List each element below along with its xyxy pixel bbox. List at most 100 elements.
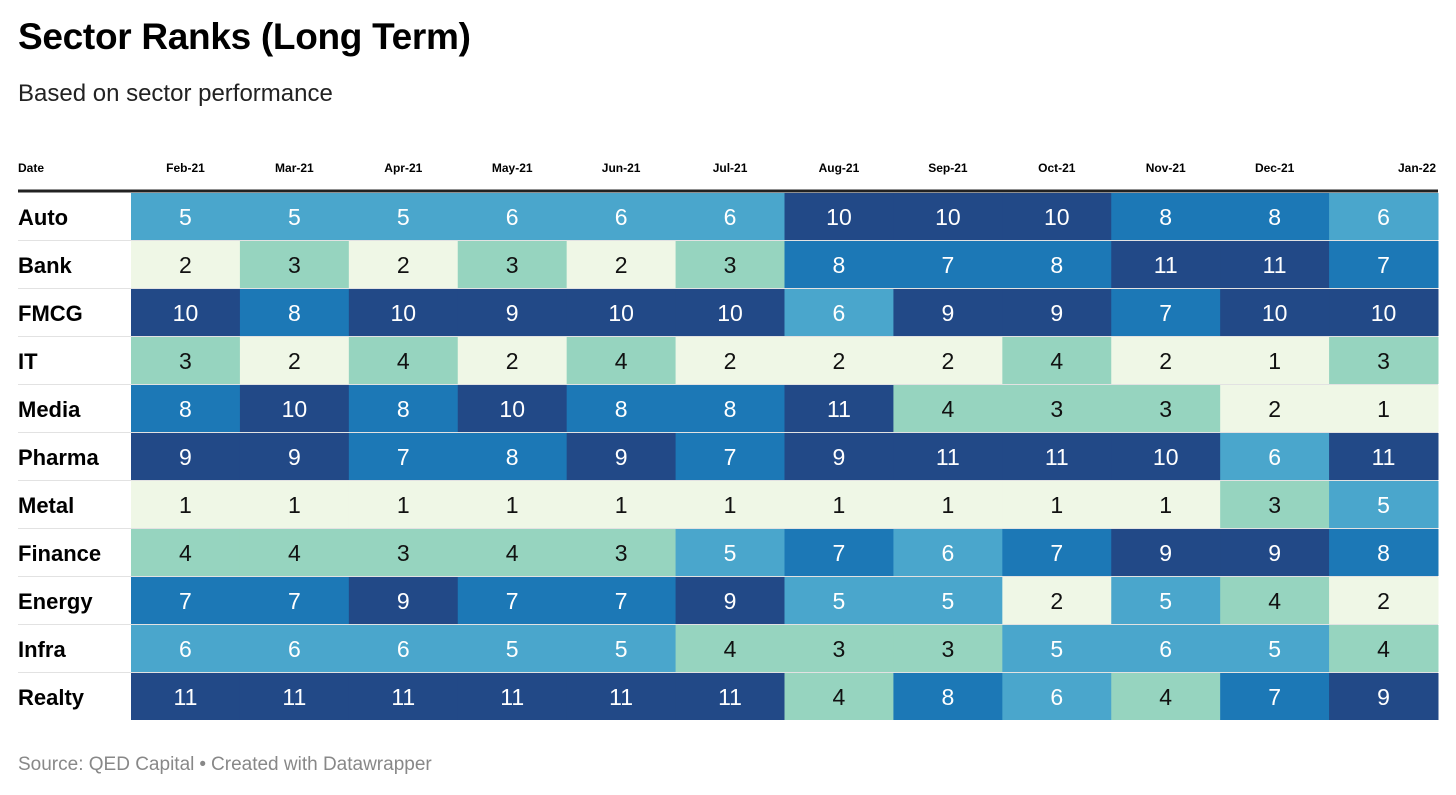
row-label: Energy xyxy=(18,589,93,614)
heatmap-cell xyxy=(1220,481,1330,528)
cell-value: 9 xyxy=(615,444,628,470)
heatmap-cell xyxy=(131,241,241,288)
cell-value: 5 xyxy=(1050,636,1063,662)
heatmap-cell xyxy=(784,193,894,240)
heatmap-cell xyxy=(566,385,677,432)
heatmap-cell xyxy=(348,673,459,720)
heatmap-cell xyxy=(457,433,568,480)
cell-value: 4 xyxy=(615,348,628,374)
heatmap-cell xyxy=(131,625,241,672)
cell-value: 1 xyxy=(397,492,410,518)
cell-value: 8 xyxy=(1268,204,1281,230)
cell-value: 5 xyxy=(397,204,410,230)
row-divider xyxy=(18,480,1438,481)
heatmap-cell xyxy=(566,241,677,288)
heatmap-cell xyxy=(1111,625,1221,672)
cell-value: 3 xyxy=(1268,492,1281,518)
heatmap-cell xyxy=(1220,337,1330,384)
heatmap-cell xyxy=(675,481,785,528)
cell-value: 11 xyxy=(391,684,415,710)
heatmap-cell xyxy=(348,337,459,384)
heatmap-cell xyxy=(131,577,241,624)
heatmap-cell xyxy=(239,577,350,624)
heatmap-cell xyxy=(1111,481,1221,528)
cell-value: 1 xyxy=(1377,396,1390,422)
heatmap-cell xyxy=(131,433,241,480)
cell-value: 11 xyxy=(1045,444,1069,470)
heatmap-cell xyxy=(457,625,568,672)
cell-value: 9 xyxy=(941,300,954,326)
heatmap-cell xyxy=(348,241,459,288)
heatmap-cell xyxy=(1329,673,1439,720)
header-rule xyxy=(18,189,1438,193)
cell-value: 6 xyxy=(615,204,628,230)
heatmap-cell xyxy=(239,385,350,432)
cell-value: 1 xyxy=(1268,348,1281,374)
cell-value: 3 xyxy=(724,252,737,278)
heatmap-cell xyxy=(1329,241,1439,288)
column-header: Feb-21 xyxy=(166,161,205,175)
cell-value: 5 xyxy=(179,204,192,230)
cell-value: 8 xyxy=(1377,540,1390,566)
cell-value: 8 xyxy=(506,444,519,470)
heatmap-cell xyxy=(131,385,241,432)
cell-value: 2 xyxy=(1159,348,1172,374)
cell-value: 4 xyxy=(506,540,519,566)
cell-value: 7 xyxy=(1377,252,1390,278)
heatmap-cell xyxy=(784,625,894,672)
heatmap-cell xyxy=(1111,385,1221,432)
cell-value: 6 xyxy=(506,204,519,230)
cell-value: 7 xyxy=(179,588,192,614)
heatmap-cell xyxy=(131,193,241,240)
row-divider xyxy=(18,384,1438,385)
heatmap-cell xyxy=(1111,241,1221,288)
heatmap-cell xyxy=(457,481,568,528)
cell-value: 4 xyxy=(1377,636,1390,662)
row-divider xyxy=(18,240,1438,241)
cell-value: 2 xyxy=(1050,588,1063,614)
cell-value: 7 xyxy=(941,252,954,278)
cell-value: 1 xyxy=(724,492,737,518)
cell-value: 4 xyxy=(179,540,192,566)
heatmap-cell xyxy=(893,289,1003,336)
column-header: Nov-21 xyxy=(1146,161,1186,175)
cell-value: 6 xyxy=(1159,636,1172,662)
row-label: Media xyxy=(18,397,81,422)
cell-value: 8 xyxy=(1050,252,1063,278)
heatmap-cell xyxy=(566,481,677,528)
row-divider xyxy=(18,672,1438,673)
cell-value: 7 xyxy=(1050,540,1063,566)
heatmap-cell xyxy=(1002,481,1112,528)
cell-value: 4 xyxy=(1050,348,1063,374)
heatmap-cell xyxy=(893,433,1003,480)
heatmap-cell xyxy=(1329,577,1439,624)
row-divider xyxy=(18,336,1438,337)
cell-value: 9 xyxy=(1377,684,1390,710)
heatmap-cell xyxy=(784,481,894,528)
column-header: Aug-21 xyxy=(819,161,860,175)
heatmap-cell xyxy=(1329,529,1439,576)
cell-value: 9 xyxy=(1159,540,1172,566)
cell-value: 3 xyxy=(833,636,846,662)
heatmap-cell xyxy=(348,481,459,528)
heatmap-cell xyxy=(566,529,677,576)
cell-value: 4 xyxy=(288,540,301,566)
column-header: Dec-21 xyxy=(1255,161,1295,175)
heatmap-cell xyxy=(675,385,785,432)
cell-value: 10 xyxy=(173,300,199,326)
heatmap-cell xyxy=(348,385,459,432)
cell-value: 5 xyxy=(941,588,954,614)
cell-value: 7 xyxy=(1268,684,1281,710)
heatmap-cell xyxy=(1002,385,1112,432)
cell-value: 2 xyxy=(724,348,737,374)
cell-value: 7 xyxy=(397,444,410,470)
heatmap-cell xyxy=(675,673,785,720)
credit-note: Created with Datawrapper xyxy=(211,754,432,775)
cell-value: 10 xyxy=(1371,300,1397,326)
cell-value: 1 xyxy=(179,492,192,518)
heatmap-cell xyxy=(457,241,568,288)
heatmap-cell xyxy=(675,625,785,672)
cell-value: 10 xyxy=(608,300,634,326)
cell-value: 7 xyxy=(833,540,846,566)
heatmap-cell xyxy=(1329,337,1439,384)
